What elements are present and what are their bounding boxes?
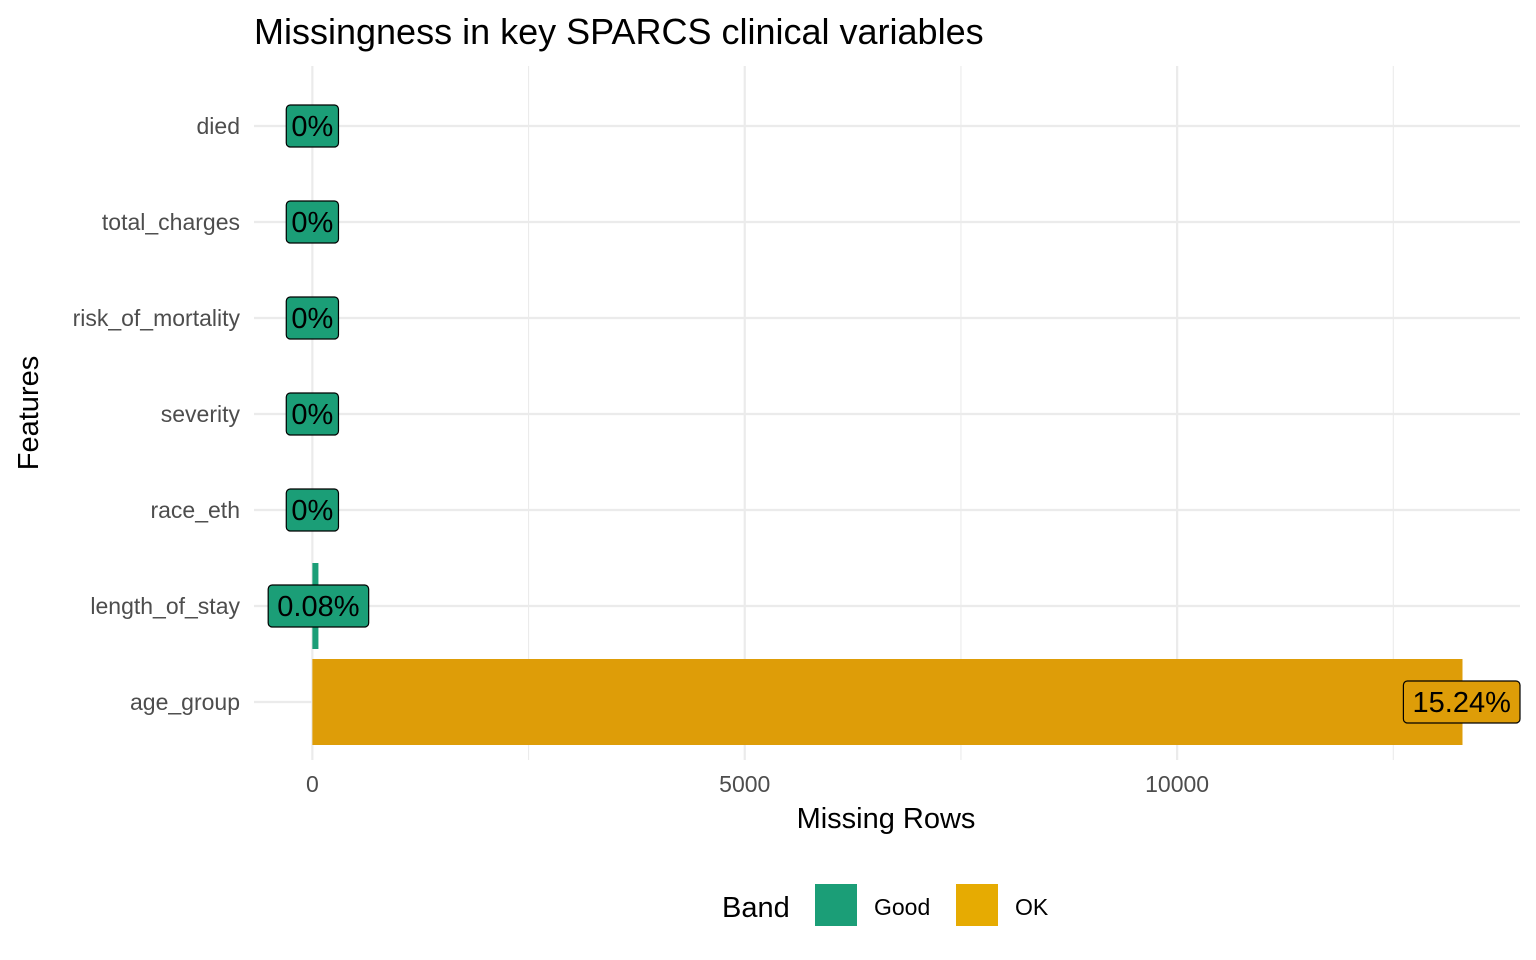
data-label-box: [285, 104, 340, 148]
x-tick-label: 5000: [719, 771, 770, 797]
y-tick-label: age_group: [130, 689, 240, 715]
data-label-text: 0.08%: [277, 591, 359, 623]
data-label-box: [285, 392, 340, 436]
data-label-box: [285, 488, 340, 532]
x-tick-labels: 0 5000 10000: [306, 771, 1209, 797]
y-tick-label: severity: [161, 401, 241, 427]
data-label-risk-of-mortality: 0%: [285, 296, 340, 340]
data-label-text: 15.24%: [1413, 687, 1511, 719]
data-label-text: 0%: [291, 111, 333, 143]
y-tick-labels: died total_charges risk_of_mortalityseveri…: [73, 113, 241, 715]
legend-label-ok: OK: [1015, 894, 1049, 920]
legend: Band Good OK: [722, 884, 1049, 926]
data-label-race-eth: 0%: [285, 488, 340, 532]
data-label-age-group: 15.24%: [1402, 680, 1521, 724]
grid-lines: [254, 66, 1520, 760]
data-label-severity: 0%: [285, 392, 340, 436]
bars: [312, 563, 1463, 745]
y-tick-label: risk_of_mortality: [73, 305, 241, 331]
legend-label-good: Good: [874, 894, 930, 920]
data-label-length-of-stay: 0.08%: [267, 584, 370, 628]
y-tick-label: died: [197, 113, 240, 139]
x-tick-label: 10000: [1145, 771, 1209, 797]
data-label-text: 0%: [291, 303, 333, 335]
y-tick-label: length_of_stay: [90, 593, 240, 619]
legend-title: Band: [722, 892, 790, 924]
data-label-text: 0%: [291, 399, 333, 431]
data-label-text: 0%: [291, 495, 333, 527]
data-label-box: [285, 200, 340, 244]
data-label-text: 0%: [291, 207, 333, 239]
data-label-died: 0%: [285, 104, 340, 148]
data-label-box: [285, 296, 340, 340]
legend-swatch-ok: [956, 884, 998, 926]
x-axis-title: Missing Rows: [797, 803, 976, 835]
chart-title: Missingness in key SPARCS clinical varia…: [254, 11, 984, 52]
y-tick-label: total_charges: [102, 209, 240, 235]
bar-age-group: [312, 659, 1463, 745]
data-labels: 0% 0% 0% 0% 0% 0.08% 15.24%: [267, 104, 1521, 724]
x-tick-label: 0: [306, 771, 319, 797]
data-label-box: [1402, 680, 1521, 724]
data-label-box: [267, 584, 370, 628]
legend-swatch-good: [815, 884, 857, 926]
data-label-total-charges: 0%: [285, 200, 340, 244]
y-axis-title: Features: [13, 356, 45, 470]
y-tick-label: race_eth: [150, 497, 240, 523]
